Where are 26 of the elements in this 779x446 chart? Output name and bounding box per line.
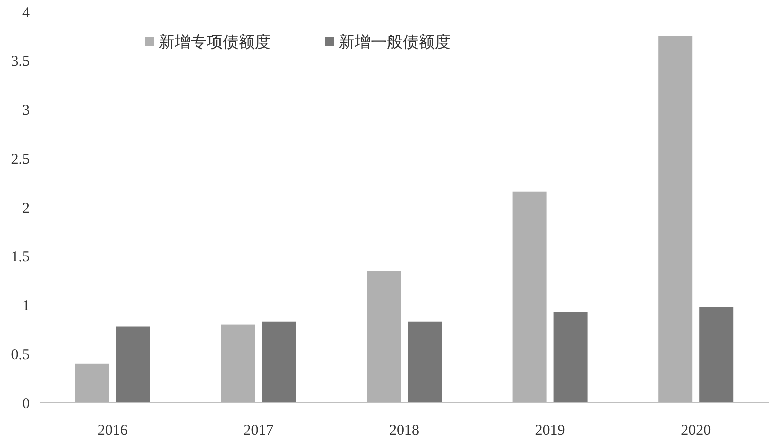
x-tick-label: 2018 <box>390 423 420 439</box>
bar <box>221 324 256 403</box>
x-tick-label: 2020 <box>681 423 712 439</box>
x-tick-label: 2019 <box>535 423 566 439</box>
y-tick-label: 3.5 <box>11 54 30 70</box>
y-tick-label: 2 <box>22 200 30 217</box>
y-tick-label: 3 <box>22 103 30 119</box>
bar <box>116 326 150 403</box>
y-tick-label: 4 <box>22 5 30 22</box>
x-tick-label: 2017 <box>244 423 274 439</box>
y-tick-label: 1.5 <box>11 250 30 266</box>
bar <box>512 192 547 403</box>
bar <box>554 312 588 403</box>
y-tick-label: 0.5 <box>11 347 30 364</box>
y-tick-label: 0 <box>22 396 30 412</box>
y-tick-label: 2.5 <box>11 152 30 168</box>
legend-label: 新增一般债额度 <box>339 32 451 52</box>
bar <box>658 36 693 403</box>
bar <box>408 322 442 403</box>
bar <box>262 322 296 403</box>
x-tick-label: 2016 <box>98 423 128 439</box>
y-tick-label: 1 <box>22 298 30 314</box>
bar <box>700 307 734 403</box>
bar <box>75 364 110 403</box>
legend-label: 新增专项债额度 <box>159 32 271 52</box>
bar <box>367 271 401 403</box>
